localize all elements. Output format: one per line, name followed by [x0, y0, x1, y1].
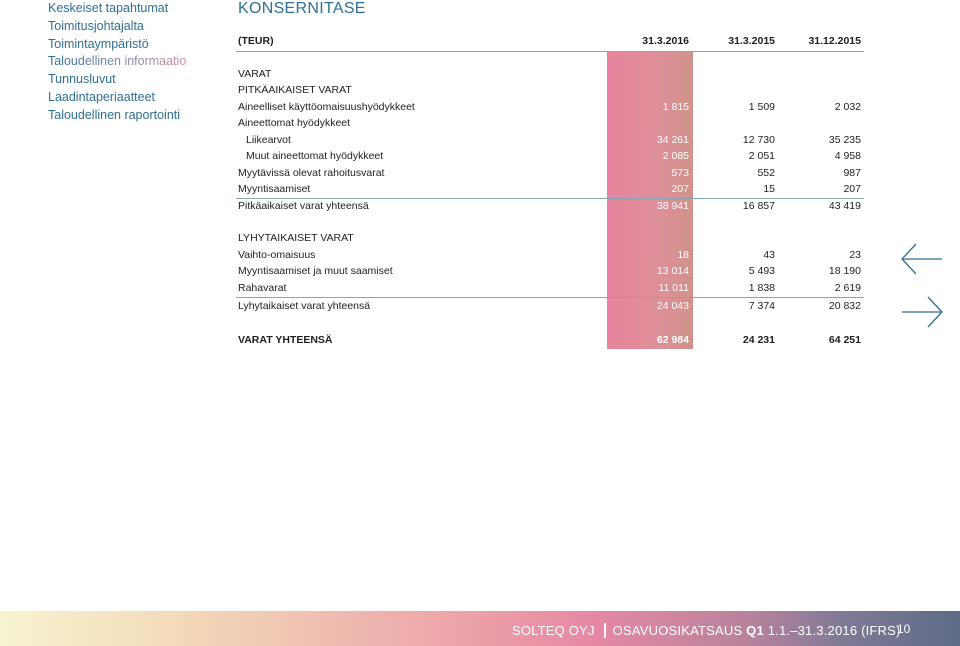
- row-label: Muut aineettomat hyödykkeet: [246, 150, 384, 162]
- row-label: Pitkäaikaiset varat yhteensä: [238, 200, 369, 212]
- table-header-row: (TEUR) 31.3.2016 31.3.2015 31.12.2015: [236, 35, 864, 51]
- table-row: Rahavarat 11 011 1 838 2 619: [236, 282, 864, 298]
- row-label: Rahavarat: [238, 282, 287, 294]
- value-q1-2016: 24 043: [656, 300, 689, 312]
- value-fy-2015: 2 619: [834, 282, 861, 294]
- value-q1-2016: 13 014: [656, 265, 689, 277]
- value-fy-2015: 2 032: [834, 101, 861, 113]
- nav-item-tunnusluvut[interactable]: Tunnusluvut: [48, 72, 116, 87]
- value-q1-2015: 43: [763, 249, 775, 261]
- value-q1-2016: 18: [677, 249, 689, 261]
- column-header-unit: (TEUR): [238, 35, 274, 47]
- value-q1-2015: 24 231: [742, 334, 775, 346]
- table-row: Liikearvot 34 261 12 730 35 235: [236, 134, 864, 150]
- table-row: Muut aineettomat hyödykkeet 2 085 2 051 …: [236, 150, 864, 166]
- arrow-left-icon: [901, 243, 942, 275]
- subtotal-divider: [236, 297, 864, 298]
- value-fy-2015: 64 251: [828, 334, 861, 346]
- value-q1-2015: 1 509: [748, 101, 775, 113]
- footer-caption: SOLTEQ OYJ OSAVUOSIKATSAUS Q1 1.1.–31.3.2…: [512, 623, 901, 638]
- value-fy-2015: 18 190: [828, 265, 861, 277]
- nav-item-laadintaperiaatteet[interactable]: Laadintaperiaatteet: [48, 89, 156, 104]
- footer-bar: [0, 611, 960, 646]
- value-fy-2015: 987: [843, 167, 861, 179]
- table-row-total: VARAT YHTEENSÄ 62 984 24 231 64 251: [236, 334, 864, 350]
- value-fy-2015: 23: [849, 249, 861, 261]
- value-fy-2015: 35 235: [828, 134, 861, 146]
- column-header-q1-2016: 31.3.2016: [642, 35, 689, 47]
- table-row: Lyhytaikaiset varat yhteensä 24 043 7 37…: [236, 300, 864, 316]
- section-nav: Keskeiset tapahtumat Toimitusjohtajalta …: [48, 0, 186, 125]
- row-label: Myyntisaamiset ja muut saamiset: [238, 265, 393, 277]
- value-q1-2015: 552: [757, 167, 775, 179]
- value-fy-2015: 4 958: [834, 150, 861, 162]
- row-label: Myyntisaamiset: [238, 183, 311, 195]
- column-header-fy-2015: 31.12.2015: [808, 35, 861, 47]
- row-label: Liikearvot: [246, 134, 291, 146]
- value-q1-2016: 62 984: [656, 334, 689, 346]
- value-q1-2015: 5 493: [748, 265, 775, 277]
- row-label: Aineelliset käyttöomaisuushyödykkeet: [238, 101, 415, 113]
- value-q1-2016: 573: [671, 167, 689, 179]
- nav-item-toimintaymparisto[interactable]: Toimintaympäristö: [48, 36, 149, 51]
- table-row: Myytävissä olevat rahoitusvarat 573 552 …: [236, 167, 864, 183]
- value-q1-2016: 1 815: [662, 101, 689, 113]
- row-label: LYHYTAIKAISET VARAT: [238, 232, 354, 244]
- value-q1-2015: 2 051: [748, 150, 775, 162]
- table-row: Myyntisaamiset ja muut saamiset 13 014 5…: [236, 265, 864, 281]
- subtotal-divider: [236, 198, 864, 199]
- value-q1-2015: 15: [763, 183, 775, 195]
- page-title: KONSERNITASE: [238, 0, 366, 17]
- table-row: LYHYTAIKAISET VARAT: [236, 232, 864, 248]
- value-q1-2015: 16 857: [742, 200, 775, 212]
- value-fy-2015: 43 419: [828, 200, 861, 212]
- table-row: Myyntisaamiset 207 15 207: [236, 183, 864, 199]
- value-q1-2016: 11 011: [658, 282, 689, 294]
- value-q1-2016: 38 941: [656, 200, 689, 212]
- row-label: Vaihto-omaisuus: [238, 249, 316, 261]
- value-q1-2016: 207: [671, 183, 689, 195]
- report-name: OSAVUOSIKATSAUS: [612, 623, 743, 638]
- previous-page-button[interactable]: [899, 242, 945, 276]
- table-row: VARAT: [236, 68, 864, 84]
- value-q1-2015: 1 838: [748, 282, 775, 294]
- company-name: SOLTEQ OYJ: [512, 623, 595, 638]
- report-period: 1.1.–31.3.2016 (IFRS): [767, 623, 901, 638]
- nav-item-taloudellinen-raportointi[interactable]: Taloudellinen raportointi: [48, 107, 181, 122]
- footer-separator: [603, 623, 606, 638]
- page-number: 10: [897, 622, 911, 636]
- value-fy-2015: 20 832: [828, 300, 861, 312]
- row-label: VARAT: [238, 68, 272, 80]
- row-label: PITKÄAIKAISET VARAT: [238, 84, 352, 96]
- table-row: Vaihto-omaisuus 18 43 23: [236, 249, 864, 265]
- value-q1-2016: 2 085: [662, 150, 689, 162]
- table-row: Aineelliset käyttöomaisuushyödykkeet 1 8…: [236, 101, 864, 117]
- report-quarter: Q1: [746, 623, 764, 638]
- row-label: Myytävissä olevat rahoitusvarat: [238, 167, 385, 179]
- nav-item-keskeiset-tapahtumat[interactable]: Keskeiset tapahtumat: [48, 1, 169, 15]
- value-q1-2016: 34 261: [656, 134, 689, 146]
- value-q1-2015: 7 374: [748, 300, 775, 312]
- table-row: Pitkäaikaiset varat yhteensä 38 941 16 8…: [236, 200, 864, 216]
- row-label: Aineettomat hyödykkeet: [238, 117, 351, 129]
- value-q1-2015: 12 730: [742, 134, 775, 146]
- table-row: PITKÄAIKAISET VARAT: [236, 84, 864, 100]
- nav-item-taloudellinen-informaatio[interactable]: Taloudellinen informaatio: [48, 53, 186, 71]
- current-period-highlight: [607, 52, 693, 349]
- header-divider: [236, 51, 864, 52]
- nav-item-toimitusjohtajalta[interactable]: Toimitusjohtajalta: [48, 18, 144, 33]
- table-row: Aineettomat hyödykkeet: [236, 117, 864, 133]
- arrow-right-icon: [902, 296, 943, 328]
- column-header-q1-2015: 31.3.2015: [728, 35, 775, 47]
- row-label: Lyhytaikaiset varat yhteensä: [238, 300, 371, 312]
- row-label: VARAT YHTEENSÄ: [238, 334, 333, 346]
- value-fy-2015: 207: [843, 183, 861, 195]
- next-page-button[interactable]: [899, 295, 945, 329]
